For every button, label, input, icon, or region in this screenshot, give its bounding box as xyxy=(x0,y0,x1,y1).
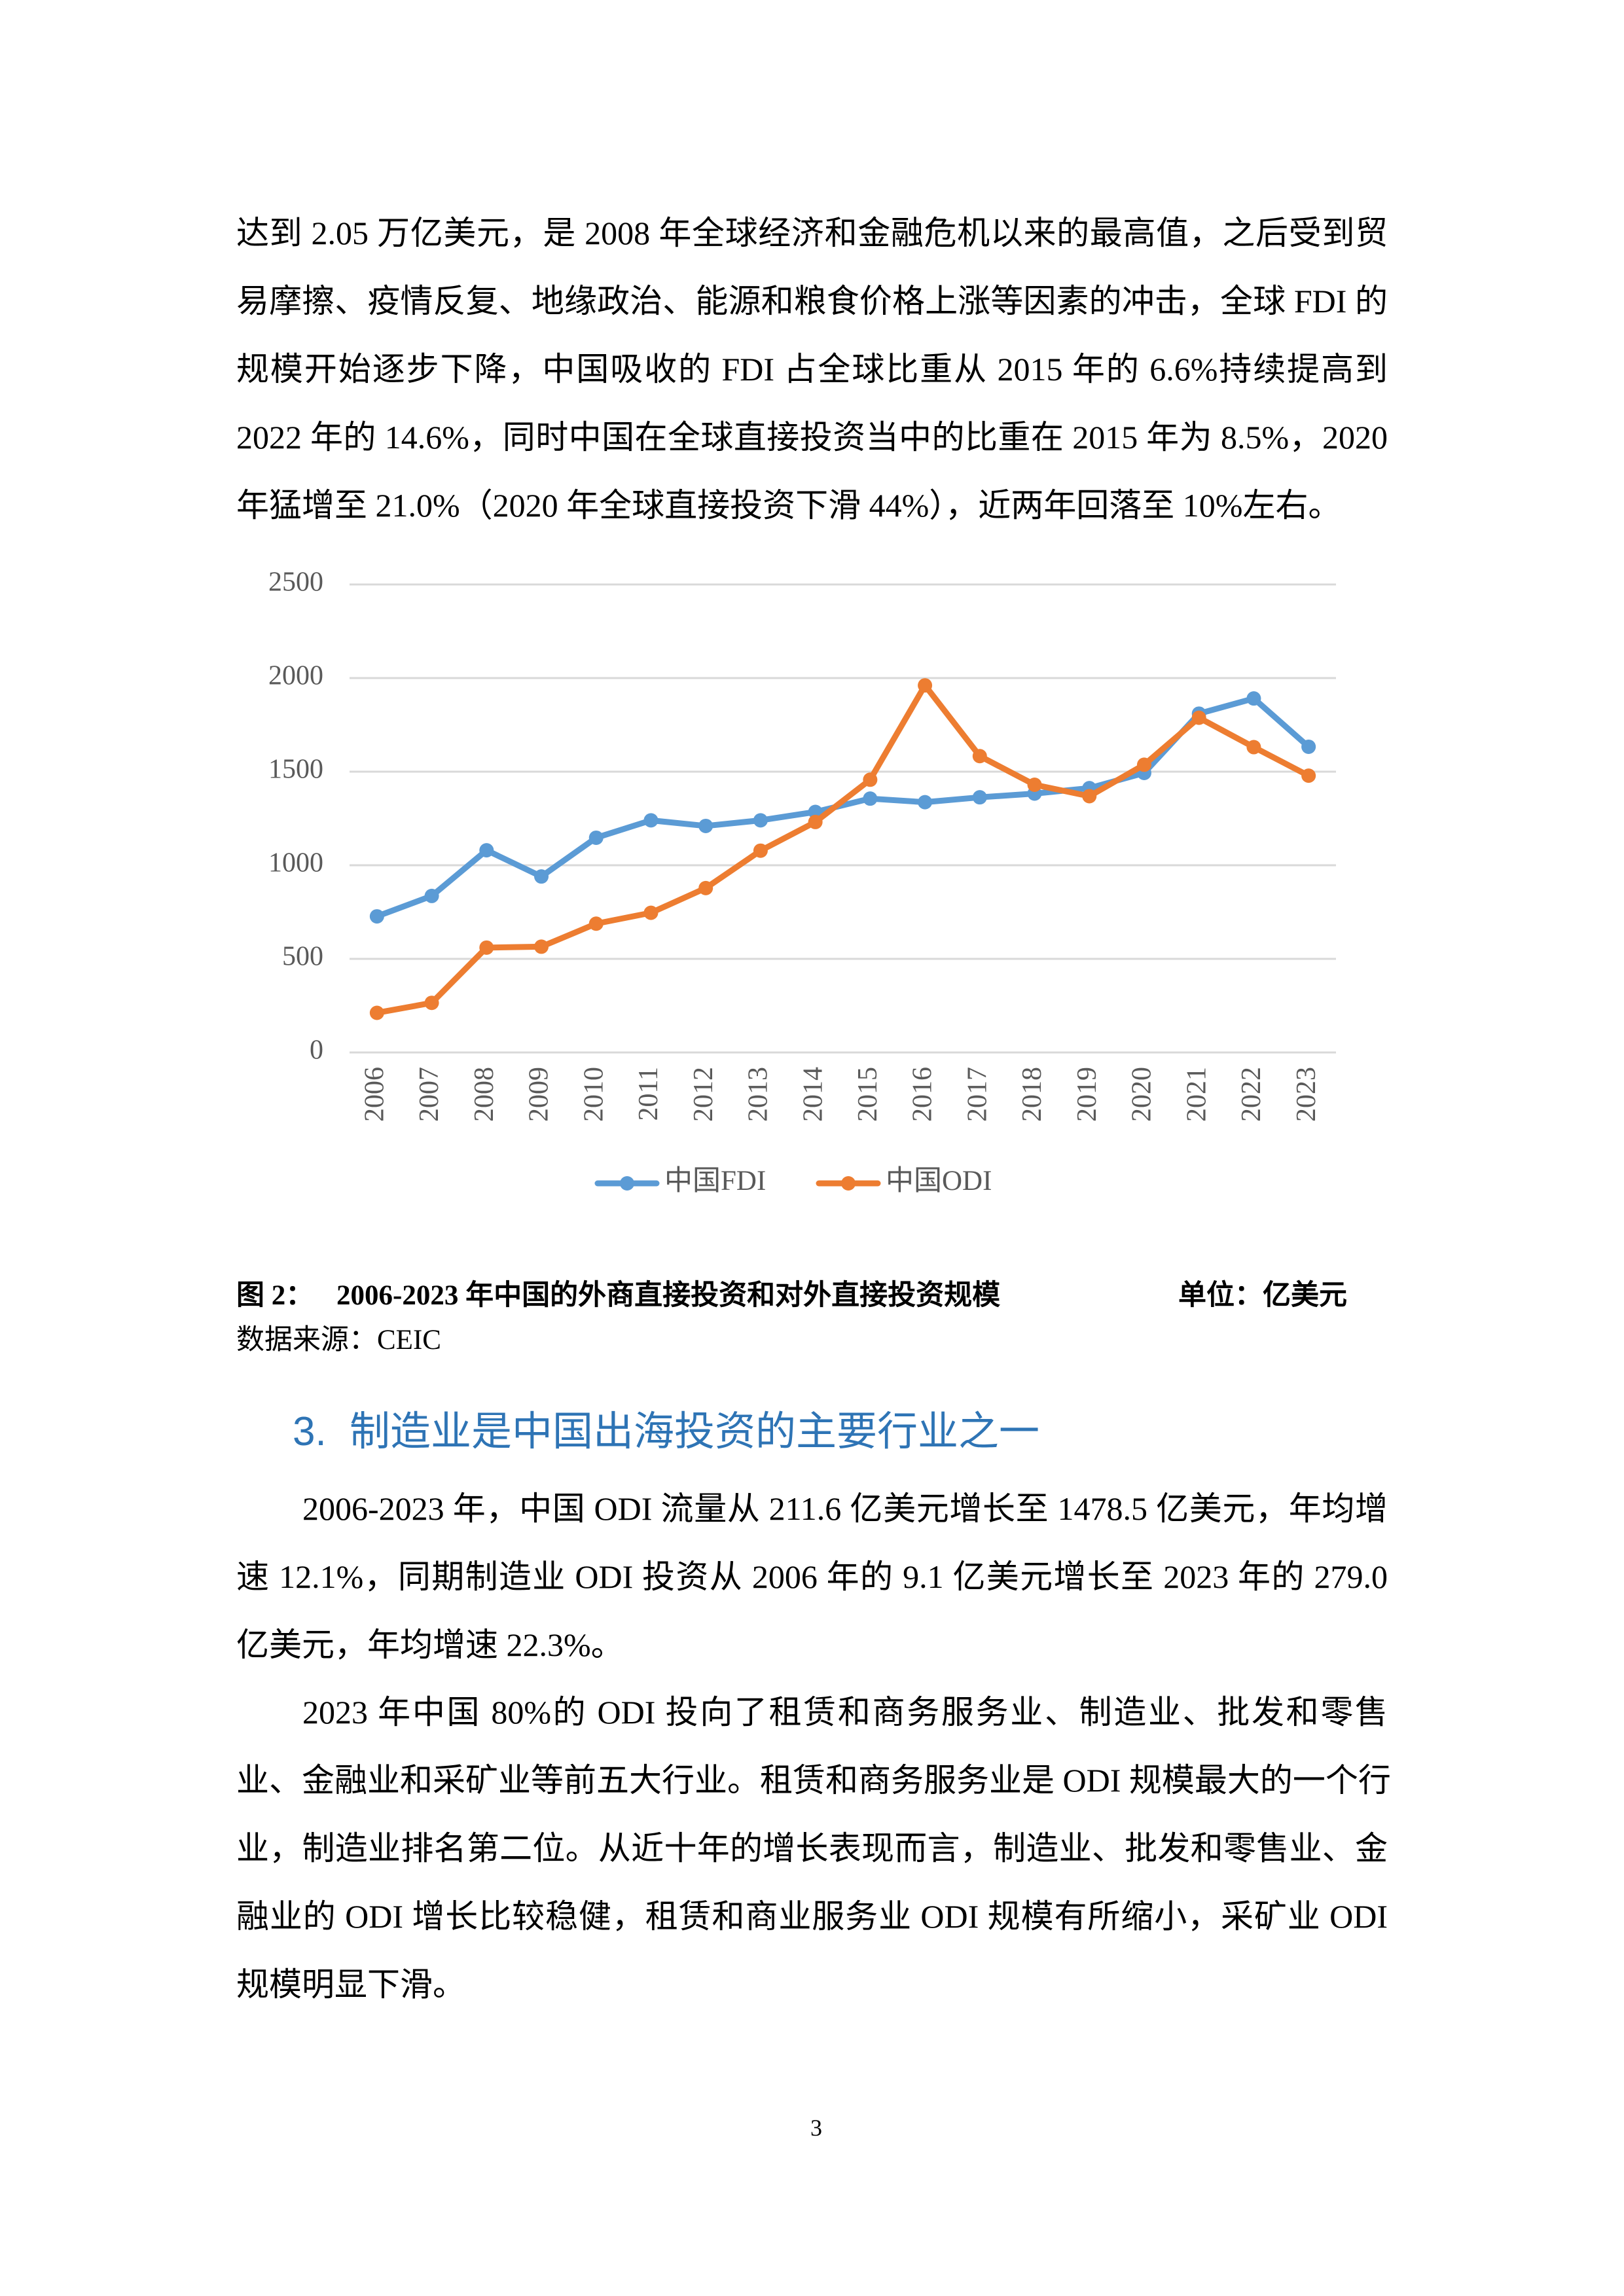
data-point xyxy=(1136,757,1151,772)
data-point xyxy=(643,905,659,920)
text-line: 年猛增至 21.0%（2020 年全球直接投资下滑 44%），近两年回落至 10… xyxy=(236,487,1341,524)
data-point xyxy=(1027,778,1042,793)
caption-source: 数据来源：CEIC xyxy=(236,1325,441,1355)
data-point xyxy=(588,916,604,931)
data-point xyxy=(863,772,878,787)
chart: 0 500 1000 1500 2000 2500 2006 2007 2008 2009 2010… xyxy=(268,567,1336,1196)
section-title: 制造业是中国出海投资的主要行业之一 xyxy=(350,1409,1040,1454)
x-tick-label: 2013 xyxy=(744,1067,774,1122)
data-point xyxy=(972,749,987,764)
text-line: 2006-2023 年，中国 ODI 流量从 211.6 亿美元增长至 1478… xyxy=(302,1490,1388,1527)
text-line: 亿美元，年均增速 22.3%。 xyxy=(236,1626,624,1663)
data-point xyxy=(918,678,933,693)
data-point xyxy=(369,1005,384,1020)
data-point xyxy=(698,880,713,895)
series-line xyxy=(374,682,1312,1016)
data-point xyxy=(643,813,659,828)
paragraph: 2006-2023 年，中国 ODI 流量从 211.6 亿美元增长至 1478… xyxy=(236,1475,1388,1679)
text-line: 易摩擦、疫情反复、地缘政治、能源和粮食价格上涨等因素的冲击，全球 FDI 的 xyxy=(236,283,1388,319)
y-tick-label: 1000 xyxy=(268,848,323,878)
y-tick-label: 2000 xyxy=(268,661,323,691)
data-point xyxy=(698,818,713,833)
x-tick-label: 2015 xyxy=(853,1067,883,1122)
data-point xyxy=(863,791,878,806)
legend-marker xyxy=(841,1176,856,1191)
data-point xyxy=(808,814,823,829)
data-point xyxy=(479,843,494,858)
data-point xyxy=(1082,789,1097,804)
x-tick-label: 2023 xyxy=(1291,1067,1322,1122)
y-tick-label: 500 xyxy=(282,942,323,972)
data-point xyxy=(479,940,494,955)
data-point xyxy=(534,939,549,954)
page-number: 3 xyxy=(810,2115,822,2141)
x-tick-label: 2019 xyxy=(1072,1067,1102,1122)
x-tick-label: 2009 xyxy=(524,1067,554,1122)
caption-unit: 单位：亿美元 xyxy=(1178,1280,1347,1311)
series-line xyxy=(374,695,1312,920)
data-point xyxy=(972,790,987,805)
x-tick-label: 2007 xyxy=(414,1067,444,1122)
x-tick-label: 2018 xyxy=(1017,1067,1047,1122)
x-tick-label: 2017 xyxy=(962,1067,992,1122)
data-point xyxy=(424,888,439,903)
x-tick-label: 2016 xyxy=(908,1067,938,1122)
paragraph: 2023 年中国 80%的 ODI 投向了租赁和商务服务业、制造业、批发和零售业… xyxy=(236,1678,1391,2018)
text-line: 业、金融业和采矿业等前五大行业。租赁和商务服务业是 ODI 规模最大的一个行 xyxy=(236,1762,1391,1799)
data-point xyxy=(534,869,549,884)
caption-label: 图 2： xyxy=(236,1280,314,1311)
data-point xyxy=(1301,739,1316,754)
text-line: 达到 2.05 万亿美元，是 2008 年全球经济和金融危机以来的最高值，之后受… xyxy=(236,215,1388,251)
x-tick-label: 2006 xyxy=(360,1067,390,1122)
text-line: 2022 年的 14.6%，同时中国在全球直接投资当中的比重在 2015 年为 … xyxy=(236,419,1388,456)
data-point xyxy=(753,843,768,858)
data-point xyxy=(1246,740,1261,755)
y-tick-label: 0 xyxy=(310,1035,323,1066)
x-tick-label: 2022 xyxy=(1236,1067,1267,1122)
data-point xyxy=(1246,691,1261,706)
x-tick-label: 2011 xyxy=(634,1067,664,1121)
caption-title: 2006-2023 年中国的外商直接投资和对外直接投资规模 xyxy=(336,1280,1001,1311)
paragraph: 达到 2.05 万亿美元，是 2008 年全球经济和金融危机以来的最高值，之后受… xyxy=(236,199,1388,539)
data-point xyxy=(588,830,604,845)
data-point xyxy=(1301,768,1316,783)
x-tick-label: 2010 xyxy=(579,1067,609,1122)
x-tick-label: 2014 xyxy=(798,1067,828,1122)
x-tick-label: 2020 xyxy=(1127,1067,1157,1122)
legend-marker xyxy=(620,1176,634,1191)
y-tick-label: 1500 xyxy=(268,755,323,785)
data-point xyxy=(369,909,384,924)
text-line: 2023 年中国 80%的 ODI 投向了租赁和商务服务业、制造业、批发和零售 xyxy=(302,1694,1388,1731)
text-line: 融业的 ODI 增长比较稳健，租赁和商业服务业 ODI 规模有所缩小，采矿业 O… xyxy=(236,1898,1388,1935)
x-tick-label: 2008 xyxy=(469,1067,499,1122)
data-point xyxy=(808,804,823,819)
text-line: 业，制造业排名第二位。从近十年的增长表现而言，制造业、批发和零售业、金 xyxy=(236,1830,1388,1867)
data-point xyxy=(918,795,933,810)
x-tick-label: 2012 xyxy=(689,1067,719,1122)
text-line: 速 12.1%，同期制造业 ODI 投资从 2006 年的 9.1 亿美元增长至… xyxy=(236,1558,1388,1595)
data-point xyxy=(1191,710,1206,725)
text-line: 规模开始逐步下降，中国吸收的 FDI 占全球比重从 2015 年的 6.6%持续… xyxy=(236,351,1388,387)
y-tick-label: 2500 xyxy=(268,567,323,598)
legend-label: 中国FDI xyxy=(664,1166,766,1196)
text-line: 规模明显下滑。 xyxy=(236,1966,465,2003)
section-number: 3. xyxy=(293,1409,327,1454)
x-tick-label: 2021 xyxy=(1182,1067,1212,1122)
data-point xyxy=(753,813,768,828)
legend-label: 中国ODI xyxy=(886,1166,992,1196)
data-point xyxy=(424,996,439,1011)
